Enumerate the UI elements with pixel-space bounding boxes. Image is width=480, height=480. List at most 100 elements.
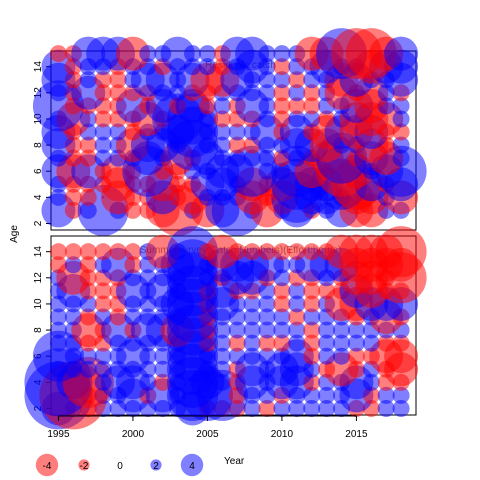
residual-bubble-1-2010-age11 [273, 97, 291, 115]
y-tick-label-2-14: 14 [33, 246, 44, 258]
residual-bubble-2-2008-age7 [243, 334, 261, 352]
residual-bubble-1-2012-age10 [303, 110, 321, 128]
residual-bubble-2-2006-age6 [213, 347, 231, 365]
residual-bubble-1-1995-age15 [49, 45, 67, 63]
residual-bubble-2-1999-age14 [109, 243, 127, 261]
residual-bubble-2-2000-age9 [124, 308, 142, 326]
residual-bubble-1-2011-age12 [288, 84, 306, 102]
legend-bubble-2 [150, 459, 162, 471]
residual-bubble-2-2011-age7 [288, 334, 306, 352]
residual-bubble-2-1997-age13 [79, 256, 97, 274]
residual-bubble-2-2013-age2 [318, 399, 336, 417]
legend-bubble--2 [78, 459, 90, 471]
residual-bubble-2-2014-age6 [333, 347, 351, 365]
residual-bubble-1-1998-age9 [94, 123, 112, 141]
residual-bubble-2-2010-age7 [273, 334, 291, 352]
x-tick-label-2010: 2010 [271, 429, 294, 440]
residual-bubble-2-2001-age12 [139, 269, 157, 287]
residual-bubble-1-1998-age8 [94, 136, 112, 154]
legend-label-4: 4 [189, 461, 195, 472]
residual-bubble-2-2012-age7 [303, 334, 321, 352]
residual-bubble-2-1995-age9 [49, 308, 67, 326]
residual-bubble-1-2009-age7 [258, 149, 276, 167]
residual-bubble-1-2010-age14 [273, 58, 291, 76]
residual-bubble-2-2014-age7 [333, 334, 351, 352]
residual-bubble-1-2004-age15 [184, 45, 202, 63]
residual-bubble-2-1997-age14 [79, 243, 97, 261]
y-tick-label-2-12: 12 [33, 272, 44, 284]
residual-bubble-2-2009-age6 [258, 347, 276, 365]
residual-bubble-2-2017-age2 [377, 399, 395, 417]
residual-bubble-2-2011-age11 [288, 282, 306, 300]
residual-bubble-2-2010-age10 [273, 295, 291, 313]
residual-bubble-1-1997-age4 [79, 188, 97, 206]
residual-bubble-2-2002-age5 [154, 360, 172, 378]
residual-bubble-2-2008-age10 [243, 295, 261, 313]
residual-bubble-2-2008-age8 [243, 321, 261, 339]
residual-bubble-2-2013-age3 [318, 386, 336, 404]
residual-bubble-2-2013-age6 [318, 347, 336, 365]
residual-bubble-2-2012-age10 [303, 295, 321, 313]
residual-bubble-2-2012-age8 [303, 321, 321, 339]
residual-bubble-1-2018-age15 [384, 36, 419, 71]
residual-bubble-1-2006-age9 [213, 123, 231, 141]
residual-bubble-2-2016-age4 [362, 373, 380, 391]
x-tick-label-2000: 2000 [122, 429, 145, 440]
residual-bubble-2-2011-age10 [288, 295, 306, 313]
residual-bubble-2-2006-age14 [205, 234, 240, 269]
residual-bubble-2-2017-age7 [377, 334, 395, 352]
residual-bubble-2-2012-age9 [303, 308, 321, 326]
residual-bubble-1-2011-age11 [288, 97, 306, 115]
residual-bubble-1-2009-age6 [258, 162, 276, 180]
residual-bubble-2-2006-age8 [213, 321, 231, 339]
residual-bubble-1-1996-age3 [64, 201, 82, 219]
residual-bubble-1-2003-age5 [169, 175, 187, 193]
residual-bubble-2-2010-age11 [273, 282, 291, 300]
residual-bubble-2-1998-age9 [94, 308, 112, 326]
residual-bubble-1-2010-age12 [273, 84, 291, 102]
residual-bubble-1-2005-age15 [198, 45, 216, 63]
x-tick-label-2015: 2015 [345, 429, 368, 440]
residual-bubble-2-2006-age4 [213, 373, 231, 391]
residual-bubble-1-1998-age13 [94, 71, 112, 89]
residual-bubble-1-1999-age9 [109, 123, 127, 141]
residual-bubble-2-2012-age11 [303, 282, 321, 300]
residual-bubble-1-1998-age10 [94, 110, 112, 128]
residual-bubble-1-2006-age10 [213, 110, 231, 128]
residual-bubble-1-2018-age10 [392, 110, 410, 128]
residual-bubble-1-1998-age12 [94, 84, 112, 102]
residual-bubble-2-2018-age14 [375, 226, 427, 278]
residual-bubble-2-1996-age9 [64, 308, 82, 326]
residual-bubble-2-2009-age8 [258, 321, 276, 339]
residual-bubble-2-2008-age6 [243, 347, 261, 365]
x-tick-label-1995: 1995 [47, 429, 70, 440]
residual-bubble-2-2012-age6 [303, 347, 321, 365]
residual-bubble-2-2010-age14 [273, 243, 291, 261]
residual-bubble-1-2012-age12 [303, 84, 321, 102]
residual-bubble-2-2011-age2 [288, 399, 306, 417]
residual-bubble-2-2009-age9 [258, 308, 276, 326]
residual-bubble-1-2009-age12 [258, 84, 276, 102]
residual-bubble-1-1997-age10 [79, 110, 97, 128]
residual-bubble-1-2007-age9 [228, 123, 246, 141]
residual-bubble-1-1997-age7 [79, 149, 97, 167]
y-tick-label-1-2: 2 [33, 220, 44, 226]
x-tick-label-2005: 2005 [196, 429, 219, 440]
residual-bubble-2-2004-age14 [167, 226, 219, 278]
residual-bubble-1-2005-age14 [198, 58, 216, 76]
residual-bubble-1-2007-age8 [228, 136, 246, 154]
residual-bubble-2-2013-age7 [318, 334, 336, 352]
residual-bubble-2-2010-age2 [273, 399, 291, 417]
residual-bubble-2-2011-age8 [288, 321, 306, 339]
residual-bubble-2-2015-age7 [347, 334, 365, 352]
residual-bubble-2-2010-age9 [273, 308, 291, 326]
residual-bubble-2-1999-age9 [109, 308, 127, 326]
residual-bubble-2-2006-age7 [213, 334, 231, 352]
residual-bubble-1-1997-age8 [79, 136, 97, 154]
residual-bubble-2-2009-age10 [258, 295, 276, 313]
residual-bubble-2-2014-age8 [333, 321, 351, 339]
residual-bubble-2-2008-age9 [243, 308, 261, 326]
residual-bubble-2-2017-age3 [377, 386, 395, 404]
y-tick-label-1-4: 4 [33, 194, 44, 200]
legend-bubble-4 [180, 453, 204, 477]
